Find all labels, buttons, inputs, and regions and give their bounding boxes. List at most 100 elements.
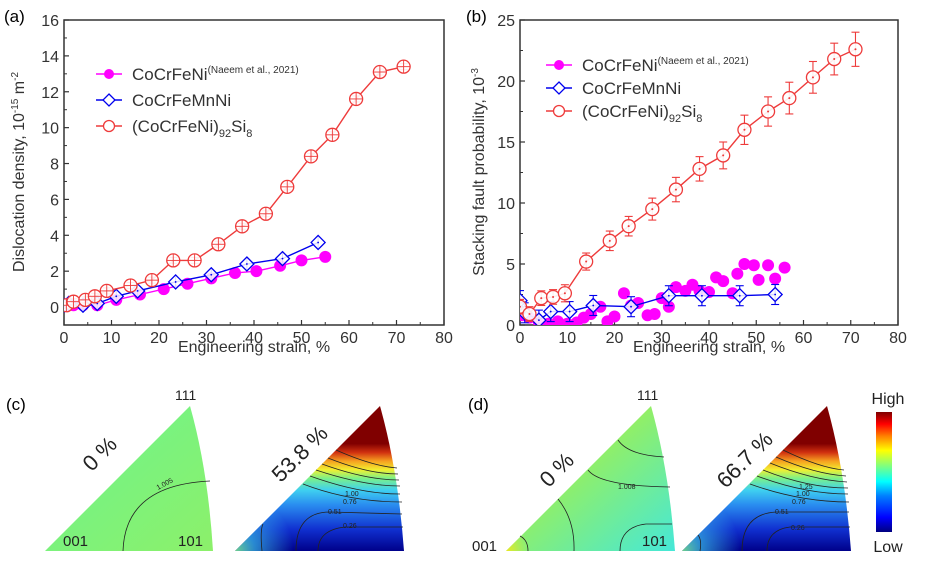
legend-item-cocrfemnni: CoCrFeMnNi [96,91,231,110]
x-tick-label: 40 [245,330,263,347]
series-line [520,48,856,316]
data-point [608,310,621,323]
x-tick-label: 80 [889,330,907,347]
legend-label-cocrfeni92si8: (CoCrFeNi)92Si8 [582,102,702,125]
panel-a: (a) 0 10 20 30 40 50 60 70 80 0 2 4 6 8 10 12 14 16 Engin… [4,7,453,356]
contour-label: 1.00 [796,491,810,498]
x-tick-label: 80 [435,330,453,347]
y-tick-label: 0 [506,318,515,335]
data-point [738,258,751,270]
contour-lines [260,449,403,552]
x-tick-label: 10 [103,330,121,347]
ipf-c-0-percent: 1.005 0 % 111 001 101 [45,387,213,552]
series--cocrfeni-92si8 [64,59,411,313]
legend-label-cocrfeni: CoCrFeNi [582,56,658,75]
contour-label: 0.76 [792,499,806,506]
colorbar: High Low [872,391,905,556]
legend-label-cocrfemnni: CoCrFeMnNi [582,79,681,98]
y-tick-label: 12 [41,85,59,102]
svg-text:CoCrFeNi(Naeem et al., 2021): CoCrFeNi(Naeem et al., 2021) [132,65,299,84]
contour-lines [697,449,850,552]
legend-item-cocrfeni: CoCrFeNi(Naeem et al., 2021) [96,65,299,84]
contour-label: 0.26 [791,525,805,532]
y-tick-label: 16 [41,13,59,30]
x-tick-label: 0 [516,330,525,347]
x-tick-label: 40 [700,330,718,347]
panel-a-xlabel: Engineering strain, % [178,339,330,356]
x-tick-label: 20 [150,330,168,347]
panel-a-series [64,59,411,314]
vertex-101-label: 101 [642,533,667,550]
x-tick-label: 70 [388,330,406,347]
panel-b-axes: 0 10 20 30 40 50 60 70 80 0 5 10 15 20 25 [497,13,907,347]
panel-b-xlabel: Engineering strain, % [633,339,785,356]
data-point [648,308,661,321]
x-tick-label: 60 [340,330,358,347]
data-point [662,300,675,313]
y-tick-label: 10 [497,196,515,213]
x-tick-label: 10 [558,330,576,347]
panel-a-ylabel: Dislocation density, 10-15 m-2 [10,72,28,272]
contour-label: 1.25 [799,484,813,491]
open-circle-marker-icon [552,104,566,118]
legend-label-cocrfeni92si8: (CoCrFeNi)92Si8 [132,117,252,140]
colorbar-low-label: Low [873,539,903,556]
legend-item-cocrfeni92si8: (CoCrFeNi)92Si8 [546,102,702,125]
y-tick-label: 5 [506,257,515,274]
legend-item-cocrfeni: CoCrFeNi(Naeem et al., 2021) [546,56,749,75]
y-tick-label: 6 [50,192,59,209]
panel-b-label: (b) [466,7,487,26]
panel-a-axes: 0 10 20 30 40 50 60 70 80 0 2 4 6 8 10 12 14 16 [41,13,453,347]
contour-label: 0.51 [328,509,342,516]
filled-circle-marker-icon [104,69,114,79]
y-tick-label: 4 [50,228,59,245]
data-point [762,259,775,272]
x-tick-label: 50 [293,330,311,347]
x-tick-label: 30 [198,330,216,347]
legend-item-cocrfeni92si8: (CoCrFeNi)92Si8 [96,117,252,140]
y-tick-label: 8 [50,157,59,174]
colorbar-gradient [876,412,892,532]
data-point [617,287,630,300]
contour-label: 1.008 [618,484,636,491]
panel-c: (c) 1.005 0 % 111 001 101 [6,387,404,552]
data-point [669,281,682,294]
y-tick-label: 2 [50,264,59,281]
panel-a-label: (a) [4,7,25,26]
x-tick-label: 20 [606,330,624,347]
data-point [229,266,241,279]
legend-label-cocrfeni: CoCrFeNi [132,65,208,84]
data-point [319,250,332,263]
y-tick-label: 0 [50,300,59,317]
x-tick-label: 70 [842,330,860,347]
vertex-111-label: 111 [175,387,196,403]
contour-label: 0.76 [343,499,357,506]
svg-text:CoCrFeNi(Naeem et al., 2021): CoCrFeNi(Naeem et al., 2021) [582,56,749,75]
data-point [250,265,263,278]
contour-label: 1.00 [345,491,359,498]
panel-a-legend: CoCrFeNi(Naeem et al., 2021) CoCrFeMnNi … [96,65,299,140]
contour-lines [519,439,672,552]
vertex-111-label: 111 [637,387,658,403]
vertex-001-label: 001 [63,533,88,550]
open-circle-marker-icon [102,119,116,133]
y-tick-label: 10 [41,121,59,138]
data-point [295,254,308,267]
x-tick-label: 60 [795,330,813,347]
x-tick-label: 30 [653,330,671,347]
filled-circle-marker-icon [554,60,564,70]
data-point [769,272,782,285]
open-diamond-marker-icon [552,81,566,95]
y-tick-label: 14 [41,49,59,66]
contour-label: 0.51 [775,509,789,516]
vertex-001-label: 001 [472,538,497,555]
panel-b-series [520,31,863,325]
y-tick-label: 20 [497,74,515,91]
panel-b-ylabel: Stacking fault probability, 10-3 [470,68,488,276]
panel-c-label: (c) [6,395,26,414]
data-point [551,315,564,325]
y-tick-label: 25 [497,13,515,30]
vertex-101-label: 101 [178,533,203,550]
x-tick-label: 50 [747,330,765,347]
